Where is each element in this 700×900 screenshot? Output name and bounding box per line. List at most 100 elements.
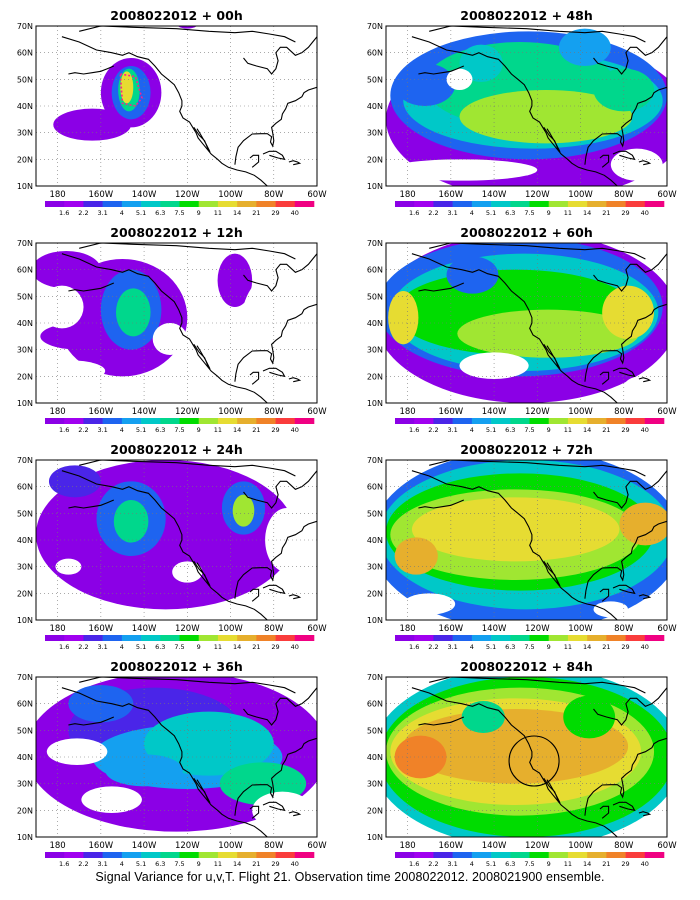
lon-tick-label: 120W <box>525 624 550 634</box>
lon-tick-label: 100W <box>568 624 593 634</box>
colorbar-swatch <box>606 635 626 641</box>
coastline <box>234 303 317 382</box>
coastline <box>249 588 260 602</box>
lon-tick-label: 100W <box>218 841 243 851</box>
colorbar-label: 9 <box>547 426 551 434</box>
field-layer <box>36 243 317 403</box>
colorbar-label: 1.6 <box>409 209 419 217</box>
colorbar-label: 7.5 <box>524 860 534 868</box>
colorbar-label: 2.2 <box>78 643 88 651</box>
lon-tick-label: 100W <box>218 407 243 417</box>
coastline <box>243 470 317 509</box>
variance-contour <box>48 465 101 498</box>
lat-tick-label: 20N <box>17 589 33 598</box>
lat-tick-label: 70N <box>367 673 383 682</box>
lon-tick-label: 180 <box>49 190 65 200</box>
colorbar-label: 5.1 <box>136 209 146 217</box>
coastline <box>68 499 115 509</box>
lon-tick-label: 120W <box>175 190 200 200</box>
colorbar-swatch <box>45 635 65 641</box>
lon-tick-label: 140W <box>132 841 157 851</box>
coastline <box>411 470 618 620</box>
coastline <box>288 594 302 600</box>
lat-tick-label: 60N <box>367 700 383 709</box>
colorbar-label: 9 <box>547 643 551 651</box>
lon-tick-label: 60W <box>307 407 327 417</box>
no-signal-region <box>623 376 659 398</box>
colorbar-label: 7.5 <box>174 860 184 868</box>
colorbar-swatch <box>529 201 550 207</box>
lat-tick-label: 70N <box>17 456 33 465</box>
lon-tick-label: 140W <box>132 407 157 417</box>
lon-tick-label: 180 <box>49 407 65 417</box>
colorbar-swatch <box>275 418 296 424</box>
colorbar-swatch <box>510 635 530 641</box>
colorbar-label: 1.6 <box>59 643 69 651</box>
map-panel-svg: 2008022012 + 72h 10N 20N 30N 40N 50N 60N 70N 180… <box>367 442 677 651</box>
lon-tick-label: 80W <box>614 190 634 200</box>
colorbar-swatch <box>625 635 646 641</box>
panel-title: 2008022012 + 24h <box>110 442 242 457</box>
lat-tick-label: 20N <box>17 372 33 381</box>
flight-track <box>119 73 143 107</box>
panel-title: 2008022012 + 36h <box>110 659 242 674</box>
colorbar-swatch <box>395 418 415 424</box>
coastline <box>599 588 610 602</box>
lat-tick-label: 40N <box>17 102 33 111</box>
no-signal-region <box>610 148 663 181</box>
coastline <box>262 801 286 812</box>
lat-tick-label: 70N <box>367 239 383 248</box>
lat-tick-label: 50N <box>367 726 383 735</box>
map-panel-0h: 2008022012 + 00h 10N 20N 30N 40N 50N 60N 70N 180… <box>0 0 330 218</box>
coastline <box>418 282 465 292</box>
panel-title: 2008022012 + 48h <box>460 8 592 23</box>
colorbar-swatch <box>275 635 296 641</box>
variance-contour <box>144 711 274 776</box>
colorbar-swatch <box>179 852 200 858</box>
colorbar-swatch <box>433 418 453 424</box>
lon-tick-label: 180 <box>399 190 415 200</box>
variance-contour <box>394 63 456 106</box>
variance-contour <box>563 695 616 739</box>
variance-contour <box>115 288 151 337</box>
coastline <box>543 777 561 804</box>
colorbar-label: 4 <box>470 643 474 651</box>
lat-tick-label: 60N <box>17 49 33 58</box>
variance-contour <box>619 502 667 546</box>
colorbar-label: 7.5 <box>524 209 534 217</box>
lon-tick-label: 120W <box>175 841 200 851</box>
colorbar-swatch <box>567 418 588 424</box>
map-panel-36h: 2008022012 + 36h 10N 20N 30N 40N 50N 60N 70N 180… <box>0 651 330 869</box>
colorbar-swatch <box>294 418 315 424</box>
field-layer <box>386 677 667 837</box>
coastline <box>411 36 618 186</box>
colorbar-swatch <box>237 635 257 641</box>
colorbar-swatch <box>256 852 276 858</box>
colorbar-label: 6.3 <box>505 643 515 651</box>
colorbar-swatch <box>644 201 665 207</box>
map-panel-12h: 2008022012 + 12h 10N 20N 30N 40N 50N 60N 70N 180… <box>0 217 330 435</box>
lon-tick-label: 60W <box>657 407 677 417</box>
lat-tick-label: 50N <box>17 509 33 518</box>
colorbar-swatch <box>548 635 569 641</box>
colorbar-label: 1.6 <box>409 643 419 651</box>
colorbar-swatch <box>198 201 219 207</box>
lat-tick-label: 10N <box>367 182 383 191</box>
colorbar-label: 9 <box>197 643 201 651</box>
coastline <box>262 584 286 595</box>
lon-tick-label: 180 <box>49 624 65 634</box>
lon-tick-label: 180 <box>49 841 65 851</box>
coastline <box>543 126 561 153</box>
colorbar-swatch <box>121 418 142 424</box>
colorbar-swatch <box>64 418 84 424</box>
colorbar-label: 5.1 <box>486 643 496 651</box>
lat-tick-label: 60N <box>367 483 383 492</box>
colorbar-swatch <box>83 201 103 207</box>
coastline <box>68 716 115 726</box>
field-layer <box>36 460 317 620</box>
lon-tick-label: 100W <box>218 624 243 634</box>
coastline <box>61 36 268 186</box>
colorbar-swatch <box>625 201 646 207</box>
lat-tick-label: 50N <box>17 75 33 84</box>
colorbar-swatch <box>141 418 161 424</box>
